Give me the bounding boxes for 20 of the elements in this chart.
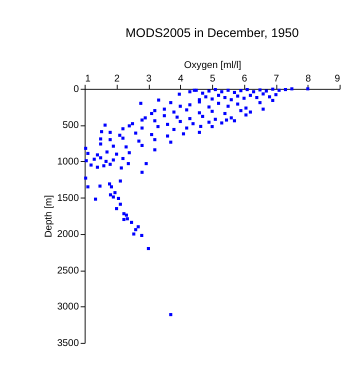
y-axis-title: Depth [m] — [44, 194, 55, 238]
x-axis-title: Oxygen [ml/l] — [184, 60, 242, 71]
x-tick-label: 8 — [306, 73, 312, 84]
y-tick-label: 0 — [73, 84, 80, 95]
x-tick-label: 9 — [334, 73, 340, 84]
x-tick-label: 7 — [274, 73, 280, 84]
x-tick-label: 5 — [210, 73, 216, 84]
x-tick-label: 4 — [178, 73, 184, 84]
y-tick-label: 2500 — [57, 265, 80, 276]
x-tick-label: 2 — [114, 73, 120, 84]
x-tick-label: 6 — [242, 73, 248, 84]
y-tick-label: 1500 — [57, 192, 80, 204]
x-tick-label: 3 — [146, 73, 152, 84]
y-tick-label: 3500 — [57, 338, 80, 350]
chart-title: MODS2005 in December, 1950 — [126, 26, 299, 40]
y-tick-label: 500 — [62, 120, 80, 132]
y-tick-label: 1000 — [57, 156, 80, 168]
y-tick-label: 2000 — [57, 229, 80, 240]
x-tick-label: 1 — [85, 73, 91, 84]
y-tick-label: 3000 — [57, 302, 80, 313]
